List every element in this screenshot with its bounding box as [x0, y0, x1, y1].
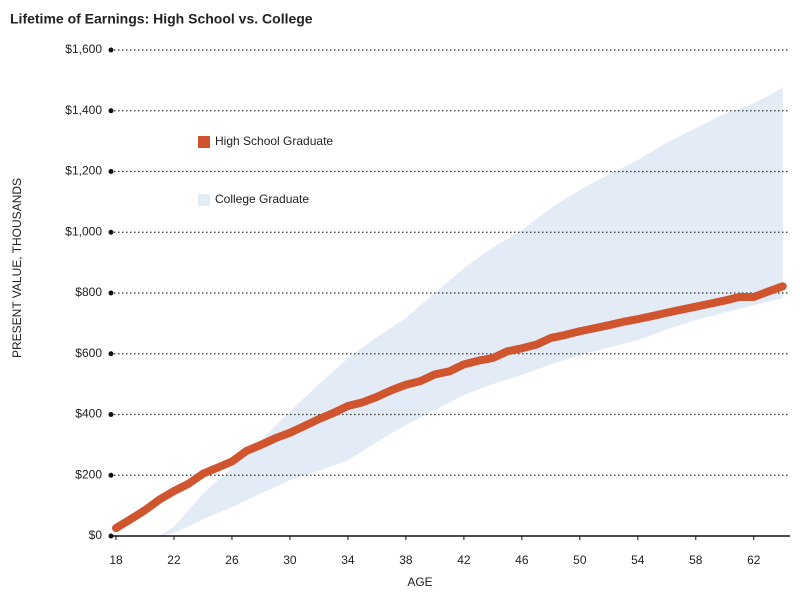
- x-tick-label: 54: [631, 553, 645, 567]
- y-tick-label: $1,000: [65, 224, 102, 238]
- y-tick-label: $1,600: [65, 42, 102, 56]
- x-tick-label: 30: [283, 553, 297, 567]
- x-tick-label: 22: [167, 553, 181, 567]
- y-tick-label: $400: [75, 407, 102, 421]
- y-tick-dot: [108, 351, 114, 357]
- y-tick-label: $600: [75, 346, 102, 360]
- x-tick-label: 42: [457, 553, 471, 567]
- x-tick-label: 38: [399, 553, 413, 567]
- x-tick-label: 46: [515, 553, 529, 567]
- x-axis-label: AGE: [407, 575, 432, 589]
- chart-title: Lifetime of Earnings: High School vs. Co…: [10, 11, 313, 27]
- y-tick-label: $0: [89, 528, 103, 542]
- y-tick-label: $1,400: [65, 103, 102, 117]
- y-tick-label: $800: [75, 285, 102, 299]
- y-tick-dot: [108, 472, 114, 478]
- x-tick-label: 50: [573, 553, 587, 567]
- legend-swatch: [198, 194, 210, 206]
- y-tick-label: $200: [75, 467, 102, 481]
- line: [112, 282, 787, 533]
- y-tick-dot: [108, 169, 114, 174]
- x-tick-label: 26: [225, 553, 239, 567]
- legend-label: College Graduate: [215, 192, 309, 206]
- x-tick-label: 58: [689, 553, 703, 567]
- y-tick-dot: [108, 229, 114, 235]
- y-tick-label: $1,200: [65, 164, 102, 178]
- y-axis-label: PRESENT VALUE, THOUSANDS: [10, 178, 24, 358]
- y-tick-dot: [108, 108, 114, 114]
- legend-swatch: [198, 136, 210, 148]
- y-tick-dot: [108, 412, 114, 417]
- x-tick-label: 62: [747, 553, 761, 567]
- legend-label: High School Graduate: [215, 134, 333, 148]
- x-tick-label: 18: [109, 553, 123, 567]
- x-tick-label: 34: [341, 553, 355, 567]
- y-tick-dot: [108, 47, 114, 53]
- y-tick-dot: [108, 290, 114, 296]
